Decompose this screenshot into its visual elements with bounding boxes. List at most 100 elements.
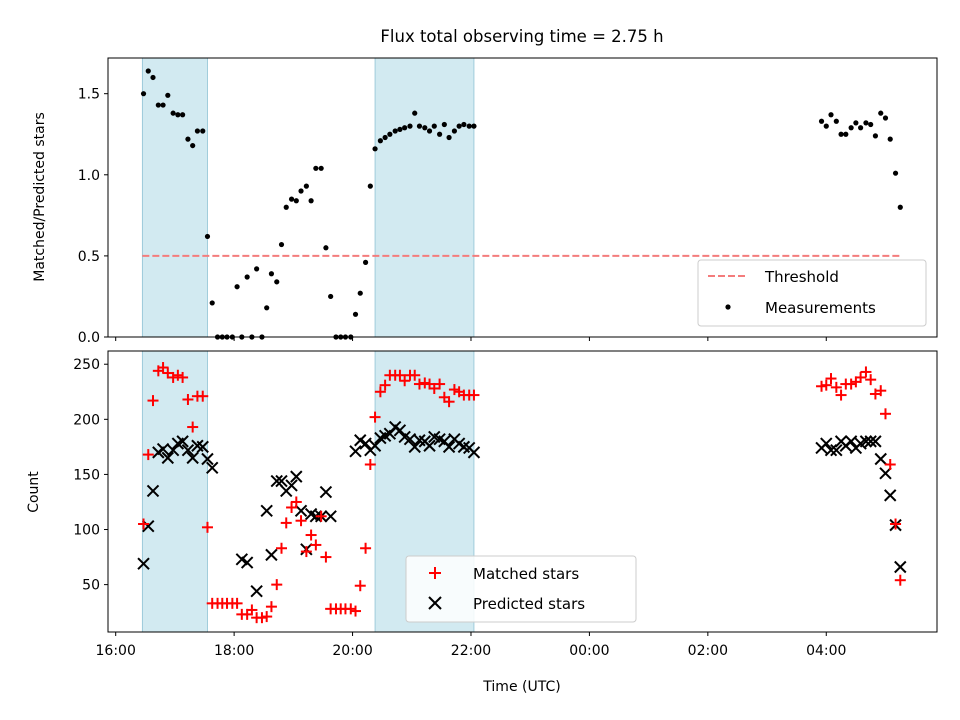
measurement-point bbox=[323, 245, 329, 251]
predicted-star-point bbox=[869, 435, 882, 448]
matched-star-point bbox=[830, 381, 842, 393]
matched-star-point bbox=[246, 604, 258, 616]
matched-star-point bbox=[865, 374, 877, 386]
x-axis-label: Time (UTC) bbox=[482, 679, 560, 695]
matched-star-point bbox=[345, 603, 357, 615]
top-axes-frame bbox=[107, 57, 938, 338]
measurement-point bbox=[833, 118, 839, 124]
matched-star-point bbox=[275, 542, 287, 554]
measurement-point bbox=[293, 198, 299, 204]
matched-star-point bbox=[884, 459, 896, 471]
predicted-star-point bbox=[824, 443, 838, 457]
legend-predicted-label: Predicted stars bbox=[473, 595, 585, 613]
predicted-star-point bbox=[349, 445, 362, 458]
measurement-point bbox=[190, 142, 196, 149]
measurement-point bbox=[244, 274, 250, 280]
measurement-point bbox=[441, 121, 447, 128]
matched-star-point bbox=[197, 390, 209, 402]
matched-star-point bbox=[286, 501, 298, 513]
matched-star-point bbox=[890, 518, 902, 530]
measurement-point bbox=[887, 136, 893, 142]
matched-star-point bbox=[825, 373, 837, 385]
matched-star-point bbox=[399, 375, 411, 387]
predicted-star-point bbox=[137, 557, 150, 570]
predicted-star-point bbox=[879, 467, 892, 480]
measurement-point bbox=[145, 68, 151, 74]
xtick-label: 02:00 bbox=[688, 643, 728, 659]
predicted-star-point bbox=[186, 451, 199, 465]
legend-measurements-label: Measurements bbox=[765, 299, 876, 317]
measurement-point bbox=[461, 121, 467, 128]
predicted-star-point bbox=[142, 520, 155, 533]
measurement-point bbox=[328, 293, 334, 300]
measurement-point bbox=[387, 131, 393, 137]
measurement-point bbox=[288, 196, 295, 202]
matched-star-point bbox=[434, 378, 446, 390]
predicted-star-point bbox=[820, 437, 833, 450]
measurement-point bbox=[471, 123, 477, 129]
bottom-ytick-label: 150 bbox=[73, 467, 100, 483]
top-legend: Threshold Measurements bbox=[697, 259, 927, 327]
matched-star-point bbox=[409, 369, 421, 381]
matched-star-point bbox=[295, 515, 307, 527]
predicted-star-point bbox=[161, 451, 175, 465]
measurement-point bbox=[209, 300, 215, 306]
measurement-point bbox=[422, 125, 428, 131]
matched-star-point bbox=[142, 449, 154, 461]
matched-star-point bbox=[835, 389, 847, 401]
legend-matched-label: Matched stars bbox=[473, 565, 579, 583]
measurement-point bbox=[180, 112, 186, 118]
predicted-star-point bbox=[408, 440, 421, 454]
top-x-ticks bbox=[115, 337, 827, 341]
measurement-point bbox=[377, 138, 383, 144]
measurement-point bbox=[274, 279, 280, 285]
matched-star-point bbox=[468, 389, 480, 401]
top-observing-window-0 bbox=[141, 57, 208, 338]
bottom-ytick-label: 50 bbox=[82, 578, 100, 594]
measurement-point bbox=[194, 128, 201, 134]
top-y-axis-label: Matched/Predicted stars bbox=[32, 112, 48, 282]
matched-star-point bbox=[310, 539, 322, 551]
measurement-point bbox=[313, 165, 319, 171]
predicted-star-point bbox=[206, 461, 219, 475]
top-observing-window-1 bbox=[374, 57, 475, 338]
measurement-point bbox=[892, 170, 899, 176]
measurement-point bbox=[392, 128, 398, 134]
measurement-point bbox=[848, 125, 854, 131]
matched-star-point bbox=[413, 378, 425, 390]
measurement-point bbox=[352, 311, 359, 317]
predicted-star-point bbox=[467, 446, 481, 459]
matched-star-point bbox=[300, 546, 312, 558]
predicted-star-point bbox=[324, 510, 337, 523]
measurement-point bbox=[853, 120, 859, 126]
predicted-star-point bbox=[240, 556, 254, 569]
measurement-point bbox=[278, 241, 285, 248]
predicted-star-point bbox=[874, 452, 887, 466]
measurement-point bbox=[308, 198, 314, 204]
matched-star-point bbox=[860, 366, 872, 378]
measurement-point bbox=[466, 123, 472, 129]
bottom-y-axis-label: Count bbox=[26, 471, 42, 513]
measurement-point bbox=[863, 120, 869, 126]
matched-star-point bbox=[147, 395, 159, 407]
predicted-star-point bbox=[250, 585, 263, 598]
measurement-point bbox=[254, 266, 260, 272]
measurement-point bbox=[426, 128, 433, 134]
bottom-ytick-label: 250 bbox=[73, 357, 100, 373]
measurement-point bbox=[446, 134, 452, 141]
measurement-point bbox=[818, 118, 825, 124]
legend-measurements-swatch bbox=[725, 304, 731, 310]
matched-star-point bbox=[364, 459, 376, 471]
predicted-star-point bbox=[176, 435, 189, 448]
bottom-axes-frame bbox=[107, 350, 938, 633]
measurements-points bbox=[140, 68, 903, 340]
matched-star-point bbox=[354, 580, 366, 592]
top-ytick-label: 0.5 bbox=[78, 249, 100, 265]
xtick-label: 16:00 bbox=[96, 643, 136, 659]
top-legend-box bbox=[697, 259, 927, 327]
matched-star-point bbox=[448, 384, 460, 396]
predicted-star-point bbox=[864, 435, 877, 448]
measurement-point bbox=[823, 123, 829, 129]
matched-star-point bbox=[167, 371, 179, 383]
measurement-point bbox=[357, 290, 363, 296]
